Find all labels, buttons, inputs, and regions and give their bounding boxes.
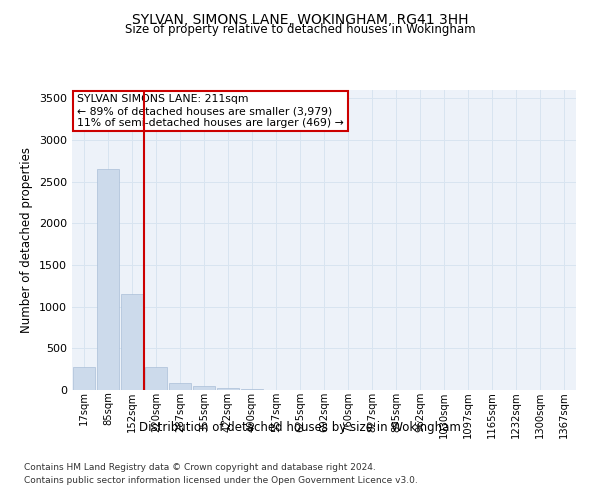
Bar [193, 386, 215, 390]
Text: Contains public sector information licensed under the Open Government Licence v3: Contains public sector information licen… [24, 476, 418, 485]
Y-axis label: Number of detached properties: Number of detached properties [20, 147, 34, 333]
Text: SYLVAN, SIMONS LANE, WOKINGHAM, RG41 3HH: SYLVAN, SIMONS LANE, WOKINGHAM, RG41 3HH [132, 12, 468, 26]
Bar [145, 366, 167, 390]
Bar [217, 388, 239, 390]
Text: Contains HM Land Registry data © Crown copyright and database right 2024.: Contains HM Land Registry data © Crown c… [24, 464, 376, 472]
Text: Size of property relative to detached houses in Wokingham: Size of property relative to detached ho… [125, 22, 475, 36]
Text: Distribution of detached houses by size in Wokingham: Distribution of detached houses by size … [139, 421, 461, 434]
Bar [73, 367, 95, 390]
Bar [97, 169, 119, 390]
Bar [241, 389, 263, 390]
Bar [169, 382, 191, 390]
Bar [121, 294, 143, 390]
Text: SYLVAN SIMONS LANE: 211sqm
← 89% of detached houses are smaller (3,979)
11% of s: SYLVAN SIMONS LANE: 211sqm ← 89% of deta… [77, 94, 344, 128]
